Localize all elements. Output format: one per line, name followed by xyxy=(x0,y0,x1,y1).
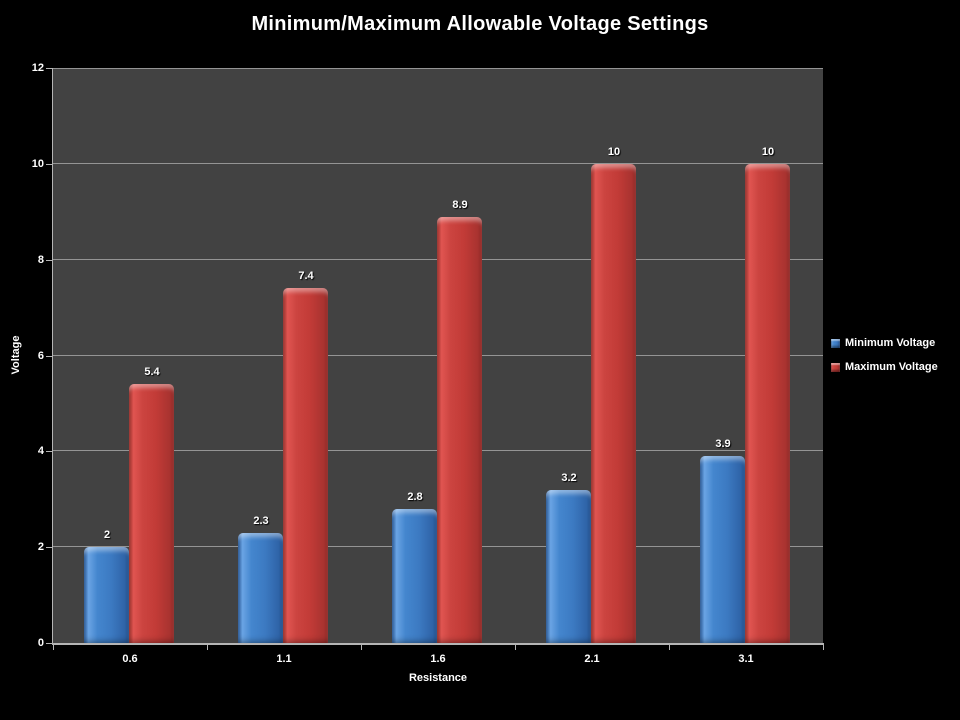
data-label-minimum-voltage-3.1: 3.9 xyxy=(715,438,731,450)
y-axis-tick-2 xyxy=(46,547,52,548)
y-tick-label-8: 8 xyxy=(37,254,44,266)
legend-swatch-icon xyxy=(831,362,840,372)
legend-item-minimum-voltage: Minimum Voltage xyxy=(831,337,938,349)
x-axis-tick-4 xyxy=(669,645,670,650)
bar-minimum-voltage-1.1 xyxy=(238,533,283,643)
y-axis-tick-6 xyxy=(46,356,52,357)
legend-swatch-icon xyxy=(831,338,840,348)
x-category-label-1.6: 1.6 xyxy=(430,653,446,665)
x-category-label-1.1: 1.1 xyxy=(276,653,292,665)
x-axis-line xyxy=(52,643,824,645)
y-axis-tick-12 xyxy=(46,68,52,69)
data-label-minimum-voltage-1.6: 2.8 xyxy=(407,491,423,503)
y-tick-label-2: 2 xyxy=(37,541,44,553)
y-axis-tick-0 xyxy=(46,643,52,644)
y-axis-tick-8 xyxy=(46,260,52,261)
gridline-10 xyxy=(53,163,823,164)
bar-maximum-voltage-2.1 xyxy=(591,164,636,643)
y-tick-label-6: 6 xyxy=(37,350,44,362)
x-category-label-0.6: 0.6 xyxy=(122,653,138,665)
data-label-maximum-voltage-1.6: 8.9 xyxy=(452,199,468,211)
bar-minimum-voltage-2.1 xyxy=(546,490,591,643)
y-axis-tick-10 xyxy=(46,164,52,165)
y-tick-label-12: 12 xyxy=(31,62,44,74)
y-axis-tick-4 xyxy=(46,451,52,452)
bar-maximum-voltage-1.1 xyxy=(283,288,328,643)
legend-label: Minimum Voltage xyxy=(845,337,936,349)
data-label-minimum-voltage-0.6: 2 xyxy=(103,529,111,541)
data-label-minimum-voltage-2.1: 3.2 xyxy=(561,472,577,484)
x-category-label-3.1: 3.1 xyxy=(738,653,754,665)
bar-minimum-voltage-3.1 xyxy=(700,456,745,643)
x-axis-tick-0 xyxy=(53,645,54,650)
x-axis-tick-5 xyxy=(823,645,824,650)
bar-minimum-voltage-1.6 xyxy=(392,509,437,643)
x-axis-title: Resistance xyxy=(408,672,468,684)
y-tick-label-10: 10 xyxy=(31,158,44,170)
chart-legend: Minimum Voltage Maximum Voltage xyxy=(831,337,938,385)
plot-area: 2 5.4 2.3 7.4 2.8 8.9 3.2 10 3.9 10 xyxy=(53,68,823,643)
data-label-maximum-voltage-0.6: 5.4 xyxy=(144,366,160,378)
data-label-minimum-voltage-1.1: 2.3 xyxy=(253,515,269,527)
bar-maximum-voltage-1.6 xyxy=(437,217,482,643)
y-axis-line xyxy=(52,68,53,644)
chart-title: Minimum/Maximum Allowable Voltage Settin… xyxy=(251,13,709,35)
bar-maximum-voltage-3.1 xyxy=(745,164,790,643)
bar-maximum-voltage-0.6 xyxy=(129,384,174,643)
data-label-maximum-voltage-1.1: 7.4 xyxy=(298,270,314,282)
x-axis-tick-1 xyxy=(207,645,208,650)
legend-item-maximum-voltage: Maximum Voltage xyxy=(831,361,938,373)
data-label-maximum-voltage-2.1: 10 xyxy=(607,146,621,158)
y-tick-label-4: 4 xyxy=(37,445,44,457)
x-axis-tick-2 xyxy=(361,645,362,650)
legend-label: Maximum Voltage xyxy=(845,361,938,373)
y-tick-label-0: 0 xyxy=(37,637,44,649)
x-axis-tick-3 xyxy=(515,645,516,650)
gridline-12 xyxy=(53,68,823,69)
x-category-label-2.1: 2.1 xyxy=(584,653,600,665)
data-label-maximum-voltage-3.1: 10 xyxy=(761,146,775,158)
bar-minimum-voltage-0.6 xyxy=(84,547,129,643)
